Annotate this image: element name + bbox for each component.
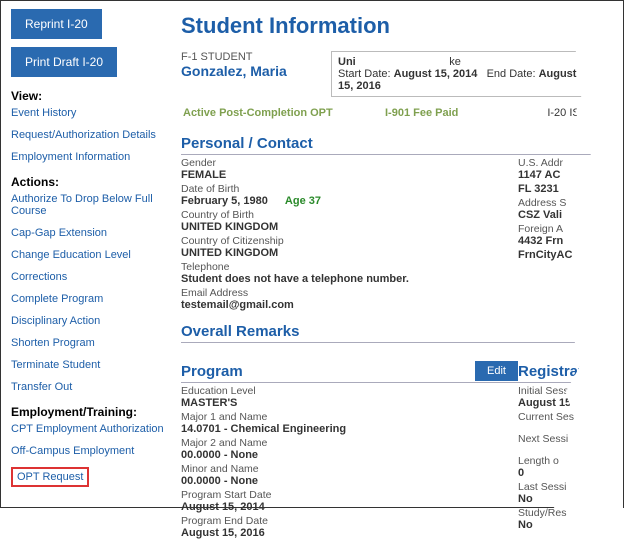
psd-label: Program Start Date (181, 489, 518, 501)
nav-event-history[interactable]: Event History (11, 107, 171, 119)
uni-suffix: ke (449, 56, 461, 68)
uni-label: Uni (338, 56, 356, 68)
major1-label: Major 1 and Name (181, 411, 518, 423)
initial-session-label: Initial Sessi (518, 385, 613, 397)
reprint-i20-button[interactable]: Reprint I-20 (11, 9, 102, 39)
email-label: Email Address (181, 287, 518, 299)
nav-disciplinary-action[interactable]: Disciplinary Action (11, 315, 171, 327)
coc-label: Country of Citizenship (181, 235, 518, 247)
nav-terminate-student[interactable]: Terminate Student (11, 359, 171, 371)
program-title: Program Edit (181, 363, 518, 383)
length-label: Length o (518, 455, 613, 467)
major2-label: Major 2 and Name (181, 437, 518, 449)
major2-value: 00.0000 - None (181, 449, 518, 461)
minor-value: 00.0000 - None (181, 475, 518, 487)
overall-remarks-title: Overall Remarks (181, 323, 613, 343)
nav-offcampus-employment[interactable]: Off-Campus Employment (11, 445, 171, 457)
edu-level-label: Education Level (181, 385, 518, 397)
registration-title: Registrat (518, 363, 613, 383)
coc-value: UNITED KINGDOM (181, 247, 518, 259)
nav-change-education-level[interactable]: Change Education Level (11, 249, 171, 261)
nav-complete-program[interactable]: Complete Program (11, 293, 171, 305)
edu-level-value: MASTER'S (181, 397, 518, 409)
nav-opt-request[interactable]: OPT Request (11, 467, 89, 487)
nav-corrections[interactable]: Corrections (11, 271, 171, 283)
print-draft-i20-button[interactable]: Print Draft I-20 (11, 47, 117, 77)
usaddr-value: 1147 AC (518, 169, 613, 181)
age-value: Age 37 (285, 195, 321, 207)
cob-value: UNITED KINGDOM (181, 221, 518, 233)
foreign-label: Foreign A (518, 223, 613, 235)
nav-request-auth-details[interactable]: Request/Authorization Details (11, 129, 171, 141)
gender-label: Gender (181, 157, 518, 169)
length-value: 0 (518, 467, 613, 479)
usaddr2-value: FL 3231 (518, 183, 613, 195)
minor-label: Minor and Name (181, 463, 518, 475)
view-section-title: View: (11, 89, 171, 103)
study-res-value: No (518, 519, 613, 531)
actions-section-title: Actions: (11, 175, 171, 189)
start-date: August 15, 2014 (394, 68, 478, 80)
foreign2-value: FrnCityAC (518, 249, 613, 261)
gender-value: FEMALE (181, 169, 518, 181)
nav-transfer-out[interactable]: Transfer Out (11, 381, 171, 393)
addrs-label: Address S (518, 197, 613, 209)
nav-shorten-program[interactable]: Shorten Program (11, 337, 171, 349)
last-session-value: No (518, 493, 613, 505)
next-session-label: Next Sessi (518, 433, 613, 445)
telephone-label: Telephone (181, 261, 518, 273)
visa-type: F-1 STUDENT (181, 51, 323, 63)
employment-section-title: Employment/Training: (11, 405, 171, 419)
start-date-label: Start Date: (338, 68, 391, 80)
psd-value: August 15, 2014 (181, 501, 518, 513)
nav-cpt-auth[interactable]: CPT Employment Authorization (11, 423, 171, 435)
ped-value: August 15, 2016 (181, 527, 518, 539)
status-i20-issued: I-20 ISSU (515, 105, 603, 121)
student-name: Gonzalez, Maria (181, 63, 323, 79)
cob-label: Country of Birth (181, 209, 518, 221)
edit-program-button[interactable]: Edit (475, 361, 518, 381)
addrs-value: CSZ Vali (518, 209, 613, 221)
status-active-opt: Active Post-Completion OPT (183, 105, 383, 121)
status-i901: I-901 Fee Paid (385, 105, 513, 121)
university-box: Uni████████████ke Start Date: August 15,… (331, 51, 590, 97)
nav-capgap-extension[interactable]: Cap-Gap Extension (11, 227, 171, 239)
dob-label: Date of Birth (181, 183, 518, 195)
foreign-value: 4432 Frn (518, 235, 613, 247)
last-session-label: Last Sessi (518, 481, 613, 493)
initial-session-value: August 15 (518, 397, 613, 409)
personal-contact-title: Personal / Contact (181, 135, 613, 155)
current-session-label: Current Ses (518, 411, 613, 423)
nav-authorize-drop[interactable]: Authorize To Drop Below Full Course (11, 193, 171, 217)
usaddr-label: U.S. Addr (518, 157, 613, 169)
telephone-value: Student does not have a telephone number… (181, 273, 518, 285)
email-value: testemail@gmail.com (181, 299, 518, 311)
page-title: Student Information (181, 13, 613, 39)
end-date-label: End Date: (487, 68, 536, 80)
study-res-label: Study/Res (518, 507, 613, 519)
dob-value: February 5, 1980 (181, 195, 268, 207)
ped-label: Program End Date (181, 515, 518, 527)
nav-employment-info[interactable]: Employment Information (11, 151, 171, 163)
major1-value: 14.0701 - Chemical Engineering (181, 423, 518, 435)
